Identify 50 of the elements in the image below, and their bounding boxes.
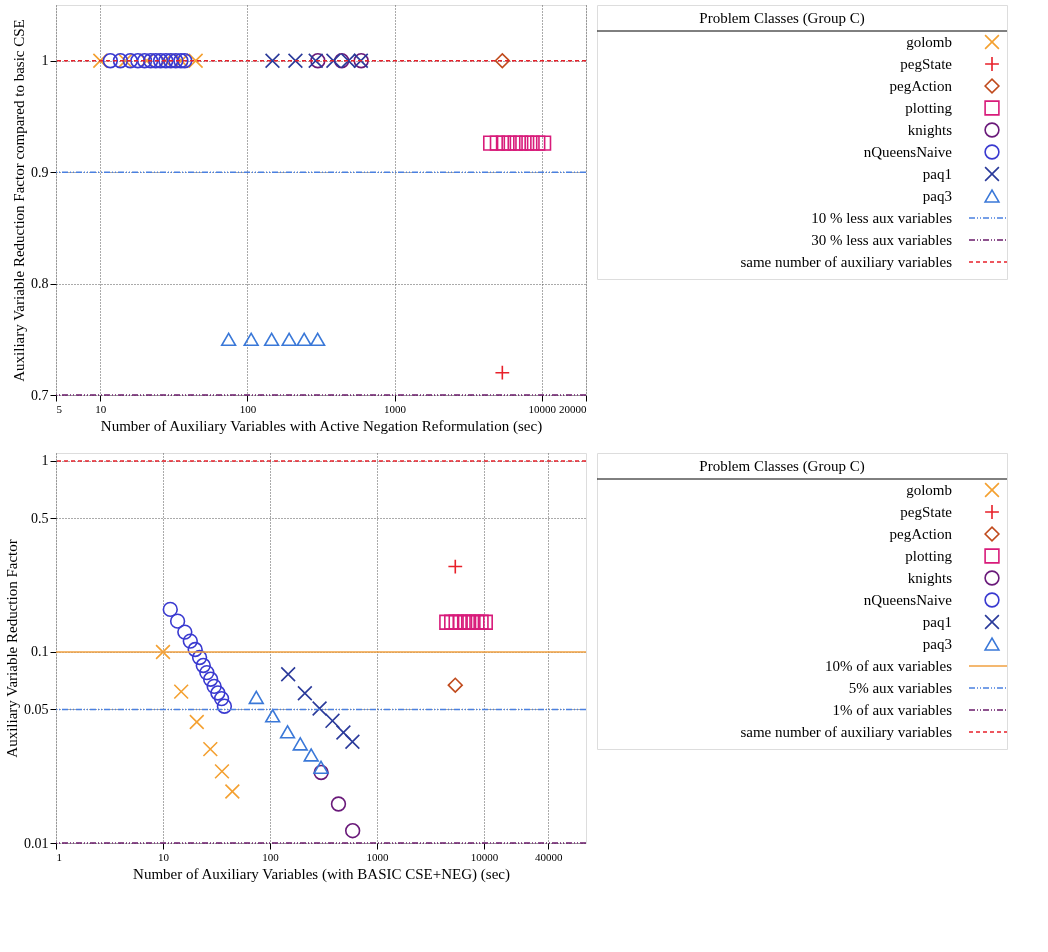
legend-title: Problem Classes (Group C) xyxy=(699,458,865,475)
y-tick-label: 0.5 xyxy=(31,510,49,526)
legend-label: 10% of aux variables xyxy=(824,658,953,674)
legend-label: paq1 xyxy=(922,614,952,630)
legend-label: plotting xyxy=(905,100,953,116)
y-tick-label: 0.1 xyxy=(31,644,49,660)
x-tick-label: 100 xyxy=(262,850,280,863)
y-tick-label: 1 xyxy=(41,53,49,69)
legend-label: 30 % less aux variables xyxy=(811,232,953,248)
legend-label: paq3 xyxy=(922,636,952,652)
x-tick-label: 10 xyxy=(95,402,107,415)
y-axis-title: Auxiliary Variable Reduction Factor compared to basic CSE xyxy=(11,19,27,382)
y-tick-label: 0.05 xyxy=(24,701,49,717)
y-tick-label: 1 xyxy=(41,453,49,469)
legend-label: nQueensNaive xyxy=(863,144,953,160)
legend-title: Problem Classes (Group C) xyxy=(699,10,865,27)
legend-label: golomb xyxy=(906,34,952,50)
legend-label: pegAction xyxy=(889,526,953,542)
legend-label: plotting xyxy=(905,548,953,564)
x-tick-label: 5 xyxy=(56,402,63,415)
legend-label: paq1 xyxy=(922,166,952,182)
x-tick-label: 10000 xyxy=(470,850,499,863)
legend-label: 1% of aux variables xyxy=(832,702,953,718)
x-tick-label: 40000 xyxy=(535,850,564,863)
legend-label: same number of auxiliary variables xyxy=(740,254,953,270)
legend-label: golomb xyxy=(906,482,952,498)
y-axis-title: Auxiliary Variable Reduction Factor xyxy=(4,539,20,758)
legend-label: 10 % less aux variables xyxy=(811,210,953,226)
legend-label: nQueensNaive xyxy=(863,592,953,608)
x-tick-label: 1000 xyxy=(384,402,407,415)
legend-label: same number of auxiliary variables xyxy=(740,724,953,740)
y-tick-label: 0.7 xyxy=(31,387,49,403)
x-tick-label: 1000 xyxy=(366,850,389,863)
x-tick-label: 100 xyxy=(239,402,257,415)
legend-label: knights xyxy=(907,122,953,138)
y-tick-label: 0.9 xyxy=(31,164,49,180)
x-tick-label: 20000 xyxy=(559,402,587,415)
legend-label: pegState xyxy=(900,56,953,72)
legend-label: 5% aux variables xyxy=(848,680,953,696)
y-tick-label: 0.8 xyxy=(31,276,49,292)
legend-label: knights xyxy=(907,570,953,586)
x-axis-title: Number of Auxiliary Variables with Active Negation Reformulation (sec) xyxy=(100,417,543,435)
x-tick-label: 1 xyxy=(56,850,62,863)
y-tick-label: 0.01 xyxy=(24,835,49,851)
legend-label: pegAction xyxy=(889,78,953,94)
legend-label: paq3 xyxy=(922,188,952,204)
x-tick-label: 10000 xyxy=(528,402,557,415)
legend-label: pegState xyxy=(900,504,953,520)
x-axis-title: Number of Auxiliary Variables (with BASIC CSE+NEG) (sec) xyxy=(133,865,510,883)
x-tick-label: 10 xyxy=(157,850,170,863)
